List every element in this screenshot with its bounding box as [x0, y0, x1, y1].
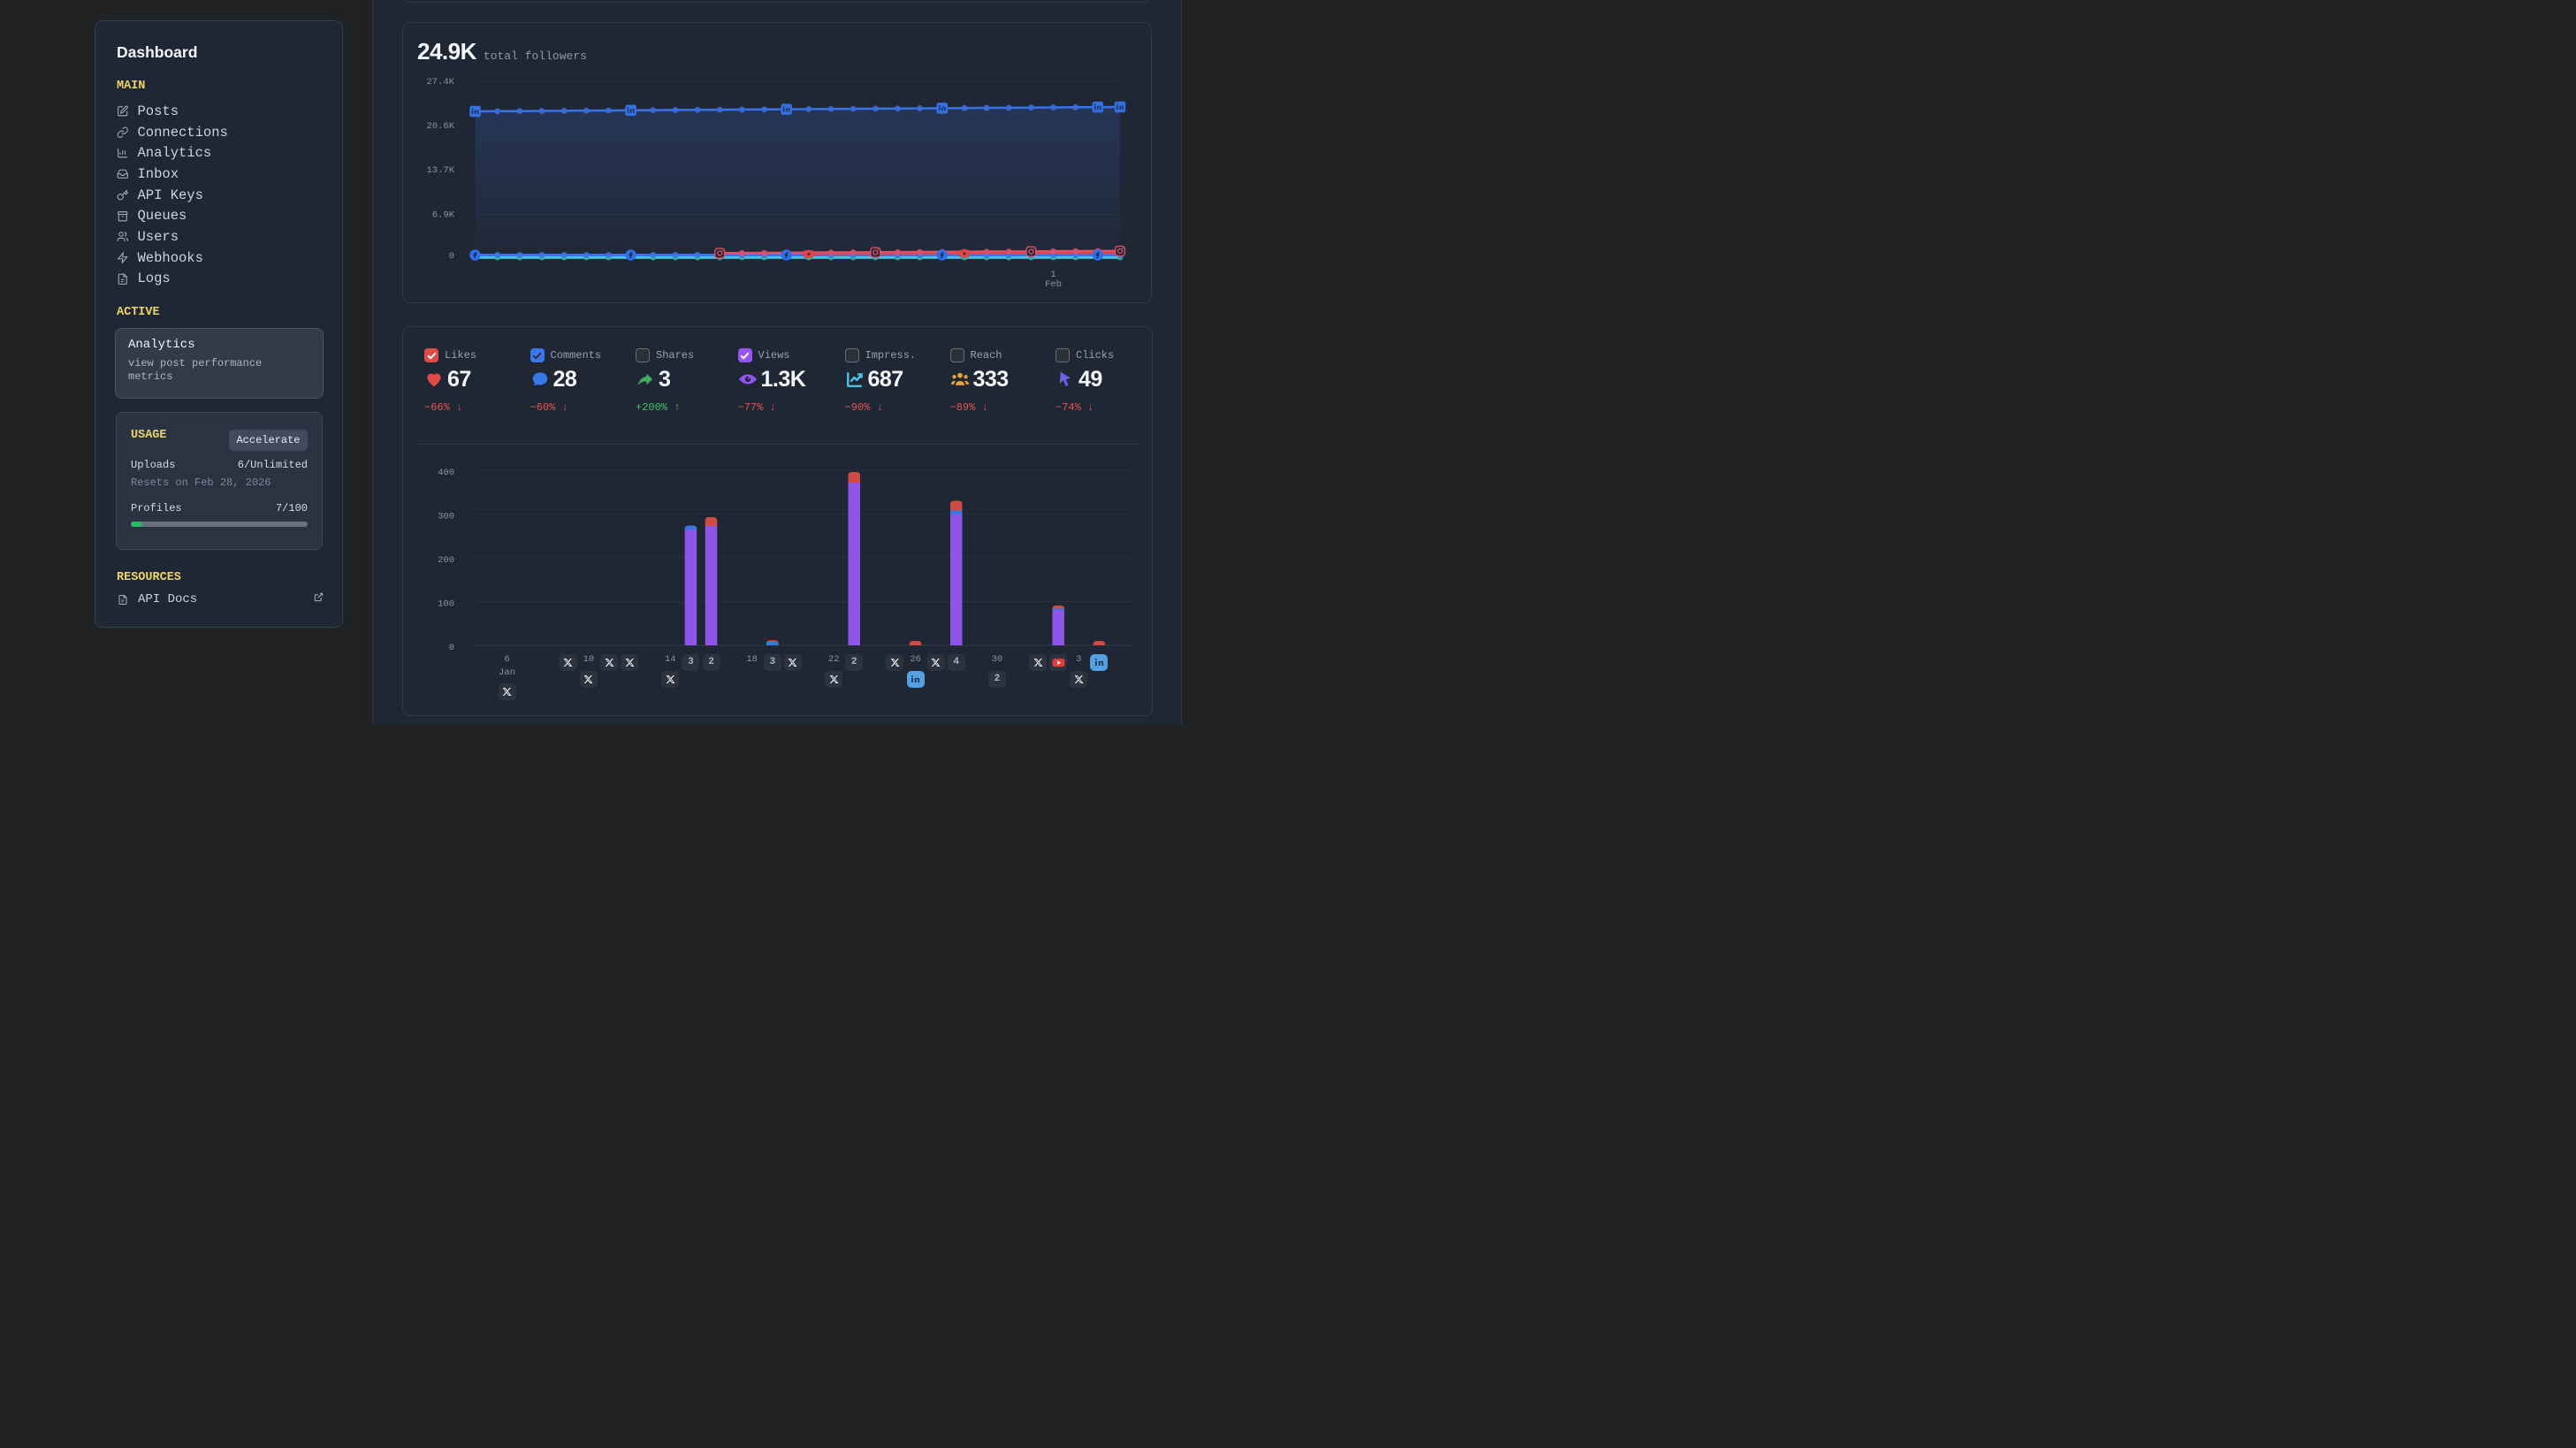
- svg-text:0: 0: [449, 251, 454, 262]
- svg-text:Feb: Feb: [1045, 279, 1062, 290]
- svg-text:20.6K: 20.6K: [426, 121, 454, 132]
- svg-text:6.9K: 6.9K: [432, 210, 455, 221]
- svg-text:300: 300: [438, 512, 454, 522]
- svg-text:13.7K: 13.7K: [426, 165, 454, 176]
- svg-text:0: 0: [449, 643, 454, 653]
- svg-text:200: 200: [438, 555, 454, 566]
- svg-text:27.4K: 27.4K: [426, 77, 454, 88]
- svg-text:400: 400: [438, 468, 454, 478]
- svg-text:1: 1: [1050, 270, 1056, 280]
- svg-text:100: 100: [438, 599, 454, 610]
